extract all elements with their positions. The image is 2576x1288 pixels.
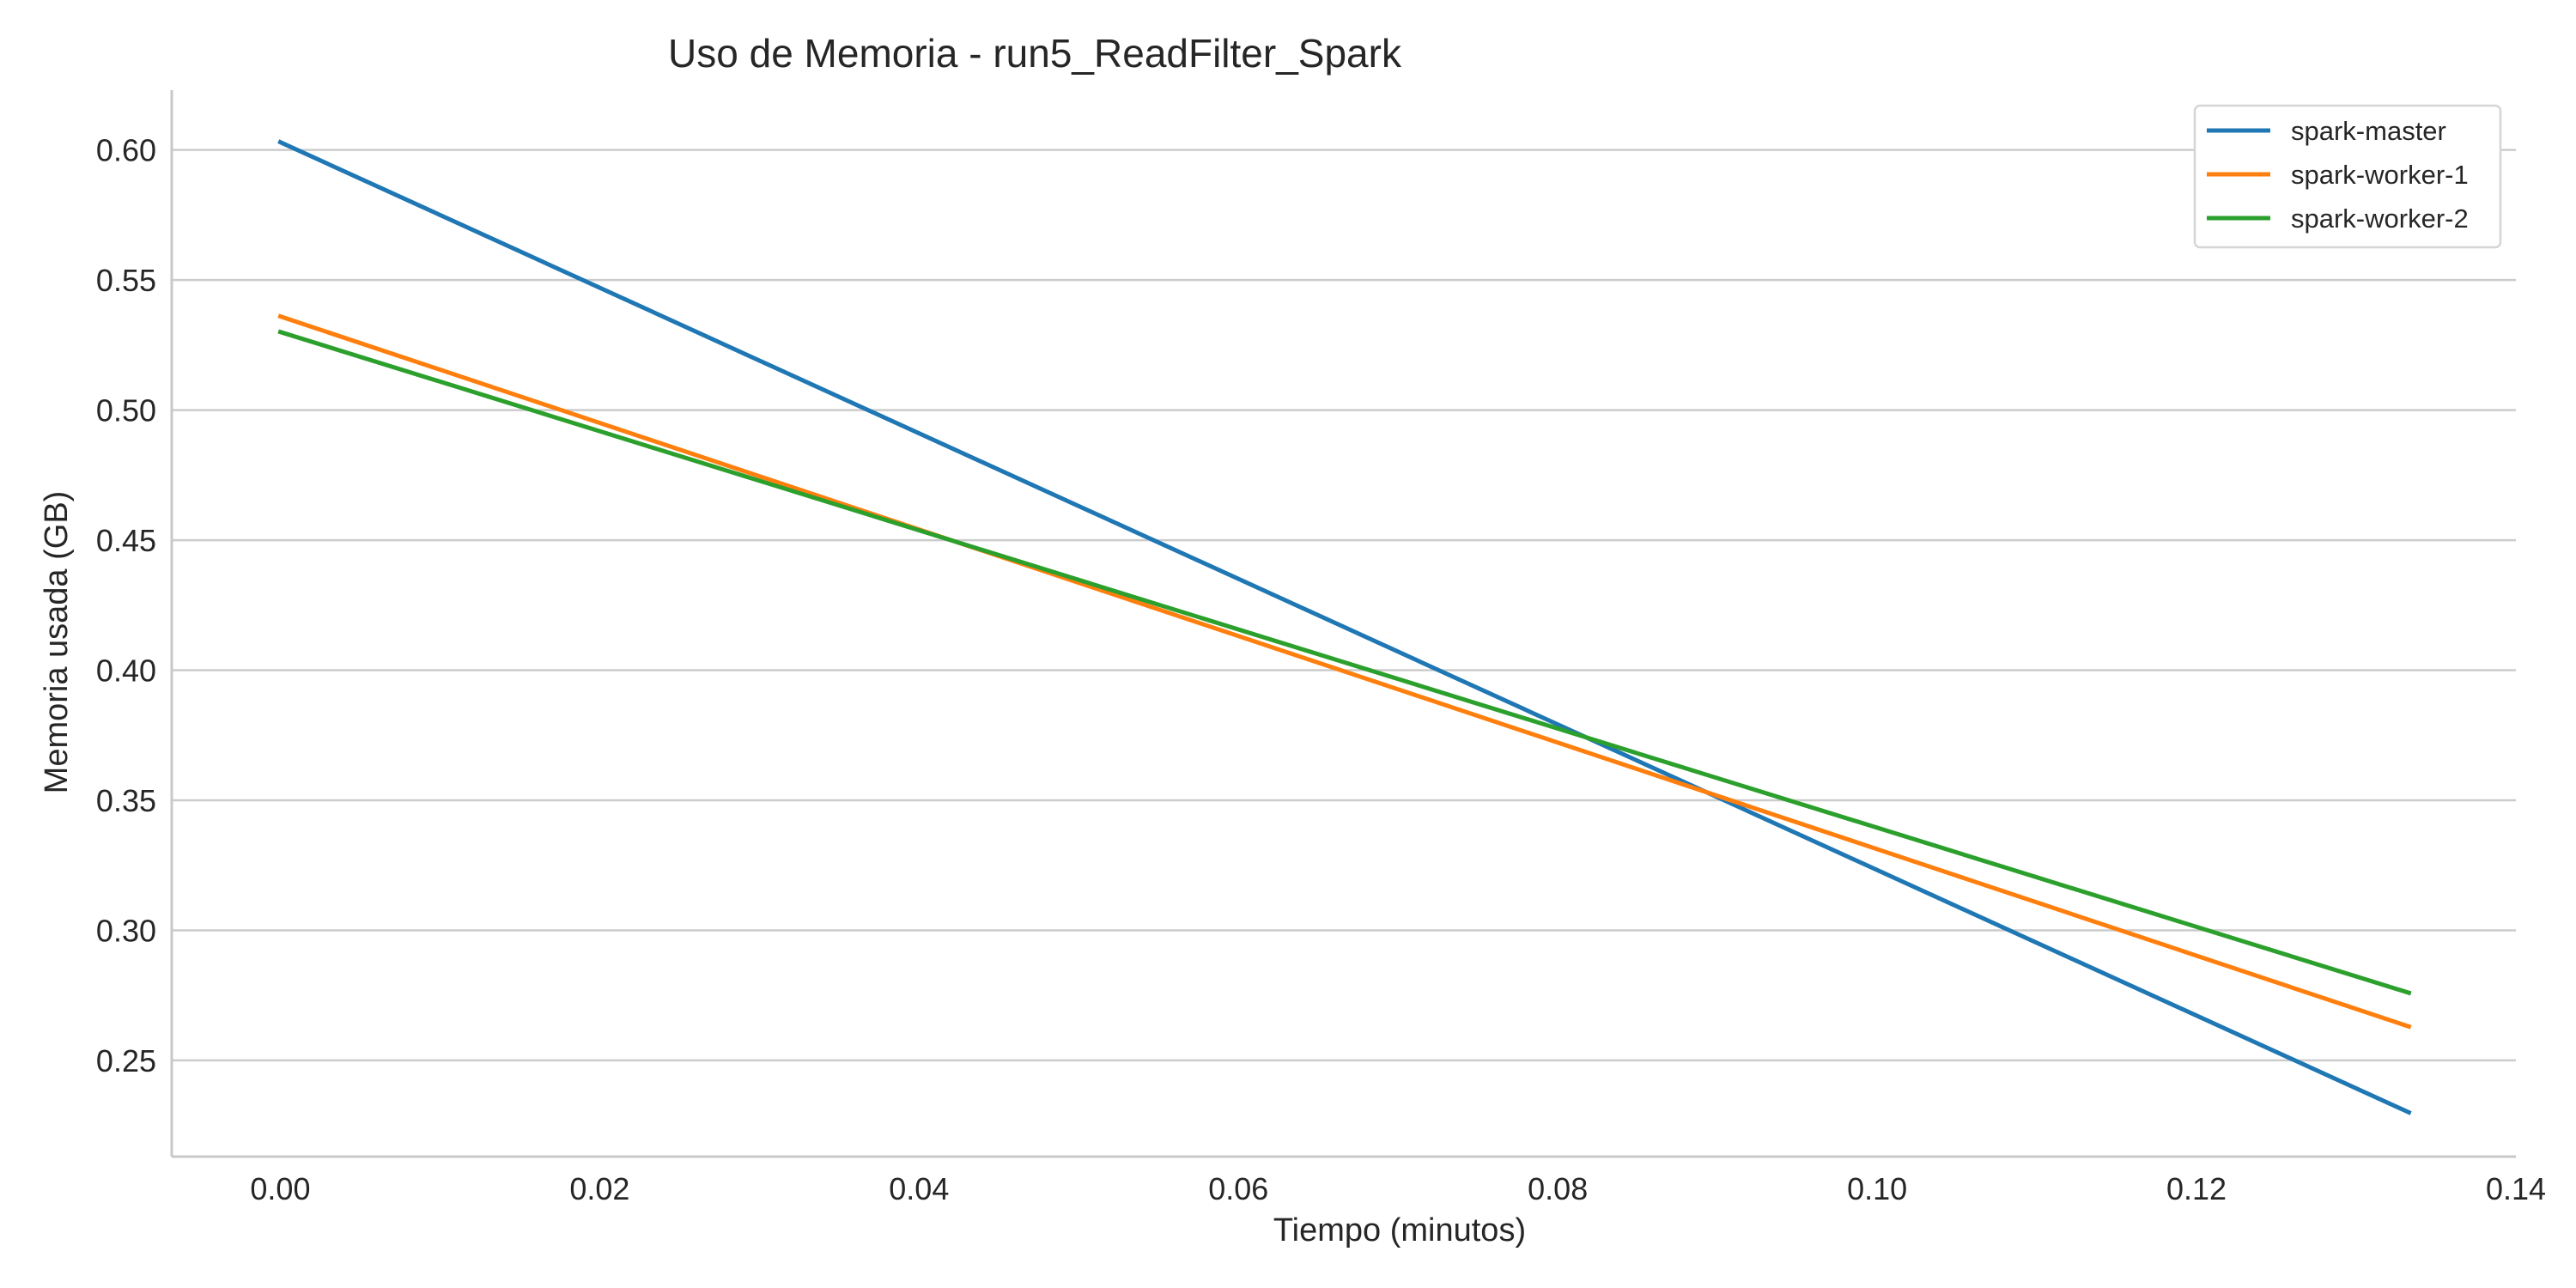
series-lines	[277, 139, 2412, 1115]
legend-frame	[2193, 104, 2502, 249]
x-tick-labels: 0.00 0.02 0.04 0.06 0.08 0.10 0.12 0.14	[250, 1171, 2546, 1206]
y-axis-label: Memoria usada (GB)	[39, 491, 75, 794]
series-line-spark-master	[277, 139, 2412, 1115]
y-tick-label-5: 0.50	[96, 393, 156, 428]
y-tick-label-4: 0.45	[96, 523, 156, 558]
y-tick-label-6: 0.55	[96, 263, 156, 298]
legend-label-spark-master: spark-master	[2291, 116, 2446, 146]
y-tick-label-3: 0.40	[96, 653, 156, 689]
grid-layer	[172, 149, 2516, 1062]
legend-entries: spark-master spark-worker-1 spark-worker-2	[2207, 116, 2469, 234]
x-tick-label-1: 0.02	[569, 1171, 629, 1206]
x-tick-label-7: 0.14	[2486, 1171, 2546, 1206]
legend-label-spark-worker-1: spark-worker-1	[2291, 160, 2469, 190]
y-tick-labels: 0.25 0.30 0.35 0.40 0.45 0.50 0.55 0.60	[96, 133, 156, 1078]
legend: spark-master spark-worker-1 spark-worker-2	[2193, 104, 2502, 249]
x-tick-label-3: 0.06	[1208, 1171, 1268, 1206]
x-tick-label-5: 0.10	[1847, 1171, 1907, 1206]
x-tick-label-6: 0.12	[2166, 1171, 2227, 1206]
legend-label-spark-worker-2: spark-worker-2	[2291, 204, 2469, 234]
x-tick-label-0: 0.00	[250, 1171, 310, 1206]
y-tick-label-2: 0.35	[96, 783, 156, 818]
y-tick-label-7: 0.60	[96, 133, 156, 168]
series-line-spark-worker-1	[277, 313, 2412, 1030]
y-tick-label-0: 0.25	[96, 1043, 156, 1078]
x-tick-label-4: 0.08	[1528, 1171, 1588, 1206]
axes-spines	[170, 90, 2516, 1158]
x-axis-label: Tiempo (minutos)	[1273, 1212, 1526, 1249]
x-tick-label-2: 0.04	[889, 1171, 949, 1206]
y-tick-label-1: 0.30	[96, 913, 156, 948]
chart-title: Uso de Memoria - run5_ReadFilter_Spark	[668, 31, 1402, 76]
series-line-spark-worker-2	[277, 329, 2412, 996]
